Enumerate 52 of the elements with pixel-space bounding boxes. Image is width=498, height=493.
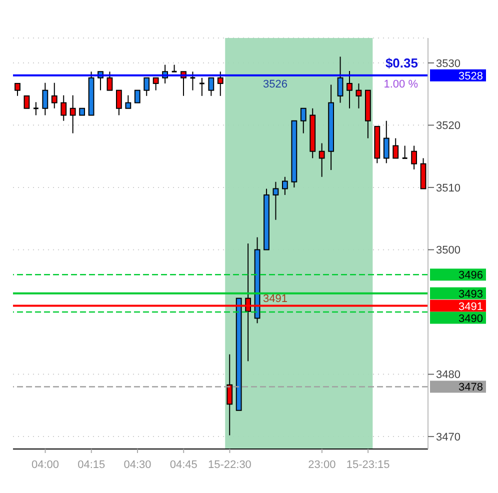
- candlestick: [198, 77, 206, 96]
- candlestick: [402, 145, 408, 159]
- candlestick: [300, 108, 306, 134]
- ref-line-label: 3490: [458, 312, 483, 325]
- candlestick: [24, 95, 30, 109]
- y-tick-label: 3510: [436, 182, 460, 194]
- y-tick-label: 3530: [436, 58, 460, 70]
- annotation: 3526: [263, 78, 288, 90]
- candlestick: [383, 120, 390, 164]
- annotation: 1.00 %: [384, 78, 418, 90]
- candlestick: [356, 82, 362, 109]
- x-tick-label: 04:15: [78, 459, 106, 471]
- x-tick-label: 04:30: [124, 459, 152, 471]
- candlestick: [32, 102, 40, 116]
- candlestick: [134, 90, 140, 104]
- y-tick-label: 3500: [436, 244, 460, 257]
- ref-line-label: 3528: [458, 70, 483, 82]
- annotation: 3491: [263, 292, 288, 305]
- candlestick: [272, 181, 279, 220]
- x-tick-label: 04:00: [32, 459, 60, 471]
- y-tick-label: 3470: [436, 431, 460, 444]
- candlestick: [337, 56, 344, 104]
- candlestick: [144, 77, 150, 96]
- candlestick: [14, 82, 20, 96]
- candlestick: [346, 70, 352, 109]
- ref-line-label: 3478: [458, 382, 483, 394]
- annotation: $0.35: [385, 55, 418, 70]
- ref-line-label: 3496: [458, 270, 483, 282]
- x-tick-label: 23:00: [308, 459, 336, 471]
- candlestick: [208, 77, 214, 96]
- candlestick: [152, 77, 159, 91]
- candlestick: [392, 138, 399, 159]
- candlestick: [125, 94, 132, 109]
- candlestick: [226, 354, 233, 436]
- candlestick: [318, 142, 325, 178]
- y-tick-label: 3520: [436, 120, 460, 132]
- candlestick: [51, 82, 58, 109]
- ref-line-label: 3491: [458, 300, 483, 313]
- candlestick: [217, 71, 224, 96]
- candlestick: [70, 94, 76, 134]
- ref-line-label: 3493: [458, 288, 483, 300]
- x-tick-label: 15-22:30: [208, 459, 252, 471]
- candlestick: [42, 82, 48, 116]
- candlestick: [106, 71, 113, 91]
- candlestick: [60, 94, 67, 122]
- candlestick: [411, 145, 418, 170]
- x-tick-label: 04:45: [170, 459, 198, 471]
- x-tick-label: 15-23:15: [346, 459, 390, 471]
- candlestick: [282, 176, 288, 196]
- candlestick: [116, 90, 122, 116]
- y-tick-label: 3480: [436, 369, 460, 382]
- candlestick: [190, 71, 196, 91]
